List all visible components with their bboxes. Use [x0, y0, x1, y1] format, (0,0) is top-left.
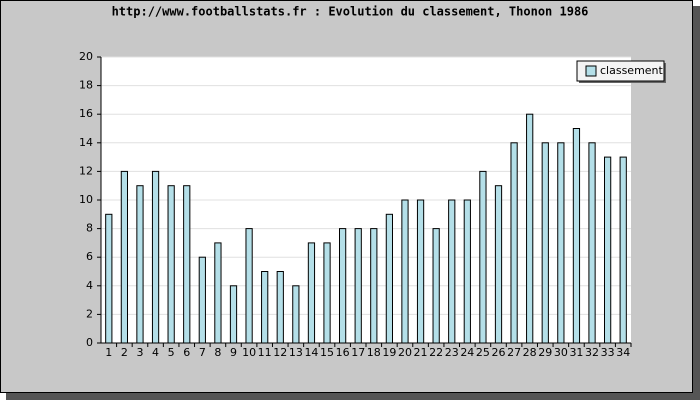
- x-tick-label: 20: [398, 346, 412, 359]
- x-tick-label: 26: [492, 346, 506, 359]
- x-tick-label: 17: [351, 346, 365, 359]
- x-tick-label: 28: [523, 346, 537, 359]
- legend-label: classement: [600, 64, 664, 77]
- bar: [494, 185, 503, 344]
- x-tick-label: 1: [105, 346, 112, 359]
- bar: [370, 228, 378, 344]
- bar: [463, 199, 471, 344]
- x-tick-label: 10: [242, 346, 256, 359]
- bar: [183, 185, 191, 344]
- bar: [604, 156, 612, 344]
- bar: [245, 228, 253, 344]
- x-tick-label: 5: [168, 346, 175, 359]
- bar: [401, 199, 409, 344]
- y-tick-label: 0: [86, 336, 93, 349]
- bar: [448, 199, 456, 344]
- x-tick-label: 25: [476, 346, 490, 359]
- bar: [432, 228, 440, 344]
- x-tick-label: 8: [214, 346, 221, 359]
- x-tick-label: 2: [121, 346, 128, 359]
- bar: [167, 185, 175, 344]
- x-tick-label: 31: [569, 346, 583, 359]
- legend-swatch: [585, 65, 597, 77]
- y-tick-label: 16: [79, 107, 93, 120]
- x-tick-label: 27: [507, 346, 521, 359]
- bar: [292, 285, 300, 344]
- x-tick-label: 12: [273, 346, 287, 359]
- x-tick-label: 34: [616, 346, 630, 359]
- bar: [276, 271, 284, 344]
- y-tick-label: 8: [86, 222, 93, 235]
- bar: [526, 113, 534, 344]
- y-tick-label: 20: [79, 50, 93, 63]
- bar: [120, 170, 129, 344]
- bar: [619, 156, 627, 344]
- bar: [385, 213, 394, 344]
- x-tick-label: 29: [538, 346, 552, 359]
- y-tick-label: 14: [79, 136, 93, 149]
- x-tick-label: 7: [199, 346, 206, 359]
- x-tick-label: 21: [414, 346, 428, 359]
- bar: [588, 142, 596, 344]
- x-tick-label: 4: [152, 346, 159, 359]
- x-tick-label: 15: [320, 346, 334, 359]
- x-tick-label: 9: [230, 346, 237, 359]
- x-tick-label: 23: [445, 346, 459, 359]
- x-tick-label: 30: [554, 346, 568, 359]
- bar: [354, 228, 362, 344]
- bar: [572, 128, 581, 344]
- x-tick-label: 22: [429, 346, 443, 359]
- bar: [323, 242, 331, 344]
- bar: [136, 185, 144, 344]
- x-tick-label: 32: [585, 346, 599, 359]
- bar: [339, 228, 347, 344]
- x-tick-label: 19: [382, 346, 396, 359]
- bar: [416, 199, 425, 344]
- bar: [557, 142, 565, 344]
- x-tick-label: 33: [601, 346, 615, 359]
- x-tick-label: 18: [367, 346, 381, 359]
- bar: [541, 142, 549, 344]
- bar: [510, 142, 518, 344]
- y-tick-label: 4: [86, 279, 93, 292]
- x-tick-label: 16: [336, 346, 350, 359]
- bar: [261, 271, 269, 344]
- bar: [198, 256, 206, 344]
- x-tick-label: 24: [460, 346, 474, 359]
- y-tick-label: 2: [86, 307, 93, 320]
- chart-title: http://www.footballstats.fr : Evolution …: [112, 5, 589, 19]
- legend-box: [576, 60, 665, 82]
- bar: [307, 242, 316, 344]
- bar: [229, 285, 238, 344]
- x-tick-label: 3: [136, 346, 143, 359]
- x-tick-label: 14: [304, 346, 318, 359]
- x-tick-label: 11: [258, 346, 272, 359]
- x-tick-label: 6: [183, 346, 190, 359]
- y-tick-label: 12: [79, 164, 93, 177]
- bar: [151, 170, 160, 344]
- bar: [214, 242, 222, 344]
- y-tick-label: 10: [79, 193, 93, 206]
- bar: [105, 213, 113, 344]
- x-tick-label: 13: [289, 346, 303, 359]
- y-tick-label: 6: [86, 250, 93, 263]
- y-tick-label: 18: [79, 79, 93, 92]
- bar: [479, 170, 487, 344]
